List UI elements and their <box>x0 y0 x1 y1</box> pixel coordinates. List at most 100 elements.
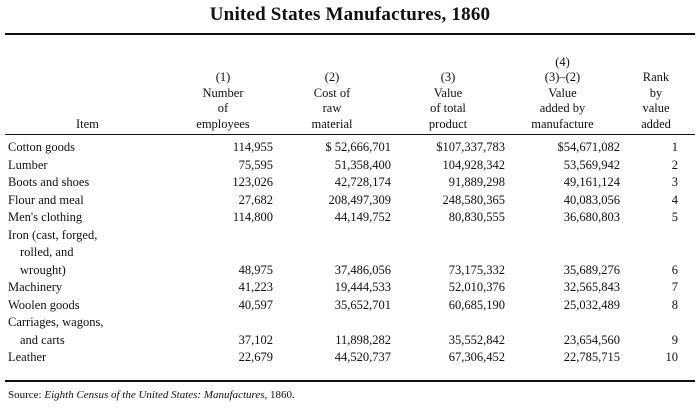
item-cell: Men's clothing <box>8 208 173 226</box>
cost-cell: 37,486,056 <box>334 262 391 277</box>
header-line: material <box>311 116 353 131</box>
item-cell: Iron (cast, forged, <box>8 226 173 244</box>
added-cell: 53,569,942 <box>563 157 620 172</box>
item-cell: Carriages, wagons, <box>8 313 173 331</box>
item-label: Flour and meal <box>8 192 84 207</box>
item-cell: Machinery <box>8 278 173 296</box>
employees-cell: 27,682 <box>238 192 273 207</box>
item-cell: rolled, and <box>8 243 173 261</box>
source-prefix: Source: <box>8 389 45 401</box>
header-line: raw <box>322 101 342 115</box>
table-cell-empty <box>391 313 505 331</box>
table-row: rolled, and <box>8 243 692 261</box>
item-label: Iron (cast, forged, <box>8 227 98 242</box>
employees-cell: 40,597 <box>238 297 273 312</box>
top-rule <box>5 33 695 35</box>
added-cell: 40,083,056 <box>563 192 620 207</box>
manufactures-table: Item (1) Number of employees (2) Cost of raw mat… <box>8 36 692 366</box>
header-rule <box>5 134 695 135</box>
value-cell: 67,306,452 <box>448 350 505 364</box>
item-cell: Woolen goods <box>8 296 173 314</box>
item-label: Carriages, wagons, <box>8 315 104 329</box>
table-cell-empty <box>273 313 391 331</box>
column-header-3: (3) Value of total product <box>391 36 505 134</box>
table-row: Machinery 41,223 19,444,533 52,010,376 32,56… <box>8 278 692 296</box>
added-cell: 49,161,124 <box>563 175 620 189</box>
table-row: Leather 22,679 44,520,737 67,306,452 22,785,… <box>8 348 692 366</box>
item-cell: Boots and shoes <box>8 173 173 191</box>
added-cell: 35,689,276 <box>563 262 620 277</box>
header-line: (3) <box>440 70 456 84</box>
table-cell-empty <box>620 313 692 331</box>
employees-cell: 22,679 <box>238 350 273 364</box>
table-body: Cotton goods 114,955 $ 52,666,701 $107,337,… <box>8 134 692 366</box>
column-header-1: (1) Number of employees <box>173 36 273 134</box>
rank-cell: 5 <box>671 210 678 224</box>
value-cell: 248,580,365 <box>442 192 506 207</box>
table-cell-empty <box>173 313 273 331</box>
cost-cell: 44,520,737 <box>334 350 391 364</box>
header-line: Value <box>433 85 463 100</box>
employees-cell: 48,975 <box>238 262 273 277</box>
added-cell: 32,565,843 <box>563 280 620 294</box>
cost-cell: 44,149,752 <box>334 210 391 224</box>
table-cell-empty <box>505 313 620 331</box>
table-row: Cotton goods 114,955 $ 52,666,701 $107,337,… <box>8 134 692 156</box>
rank-cell: 8 <box>671 297 678 312</box>
added-cell: 25,032,489 <box>563 297 620 312</box>
table-cell-empty <box>505 243 620 261</box>
item-label: rolled, and <box>20 245 74 259</box>
column-header-5: Rank by value added <box>620 36 692 134</box>
value-cell: 52,010,376 <box>448 280 505 294</box>
header-line: Cost of <box>313 85 351 100</box>
table-cell-empty <box>620 243 692 261</box>
header-row: Item (1) Number of employees (2) Cost of raw mat… <box>8 36 692 134</box>
table-row: wrought) 48,975 37,486,056 73,175,332 35,689… <box>8 261 692 279</box>
header-line: Value <box>548 85 577 100</box>
item-label: Machinery <box>8 280 63 294</box>
value-cell: 35,552,842 <box>448 332 505 347</box>
source-suffix: , 1860. <box>264 389 295 401</box>
cost-cell: 42,728,174 <box>334 175 391 189</box>
header-line: of <box>217 101 229 115</box>
item-cell: Lumber <box>8 156 173 174</box>
rank-cell: 10 <box>665 350 679 364</box>
item-label: Men's clothing <box>8 210 83 224</box>
rank-cell: 3 <box>671 175 678 189</box>
rank-cell: 2 <box>671 157 678 172</box>
employees-cell: 37,102 <box>238 332 273 347</box>
column-header-2: (2) Cost of raw material <box>273 36 391 134</box>
value-cell: $107,337,783 <box>436 140 505 154</box>
item-cell: Leather <box>8 348 173 366</box>
header-line: of total <box>430 101 466 115</box>
table-row: Carriages, wagons, <box>8 313 692 331</box>
header-line: (4) <box>555 54 570 69</box>
table-title: United States Manufactures, 1860 <box>209 4 491 25</box>
table-cell-empty <box>273 226 391 244</box>
rank-cell: 1 <box>671 140 678 154</box>
added-cell: 36,680,803 <box>563 210 620 224</box>
table-row: Iron (cast, forged, <box>8 226 692 244</box>
table-cell-empty <box>273 243 391 261</box>
item-label: and carts <box>20 332 65 347</box>
rank-cell: 9 <box>671 332 678 347</box>
header-line: (2) <box>324 70 340 84</box>
item-label: Woolen goods <box>8 297 80 312</box>
cost-cell: 35,652,701 <box>334 297 391 312</box>
header-line: (1) <box>215 70 231 84</box>
added-cell: 23,654,560 <box>563 332 620 347</box>
table-row: Woolen goods 40,597 35,652,701 60,685,190 25… <box>8 296 692 314</box>
item-cell: Cotton goods <box>8 134 173 156</box>
cost-cell: 208,497,309 <box>328 192 392 207</box>
header-line: employees <box>196 116 250 131</box>
value-cell: 80,830,555 <box>448 210 505 224</box>
added-cell: 22,785,715 <box>563 350 620 364</box>
value-cell: 60,685,190 <box>448 297 505 312</box>
employees-cell: 114,955 <box>232 140 273 154</box>
added-cell: $54,671,082 <box>557 140 621 154</box>
item-cell: wrought) <box>8 261 173 279</box>
cost-cell: 51,358,400 <box>334 157 391 172</box>
table-cell-empty <box>391 243 505 261</box>
table-row: Boots and shoes 123,026 42,728,174 91,889,2… <box>8 173 692 191</box>
